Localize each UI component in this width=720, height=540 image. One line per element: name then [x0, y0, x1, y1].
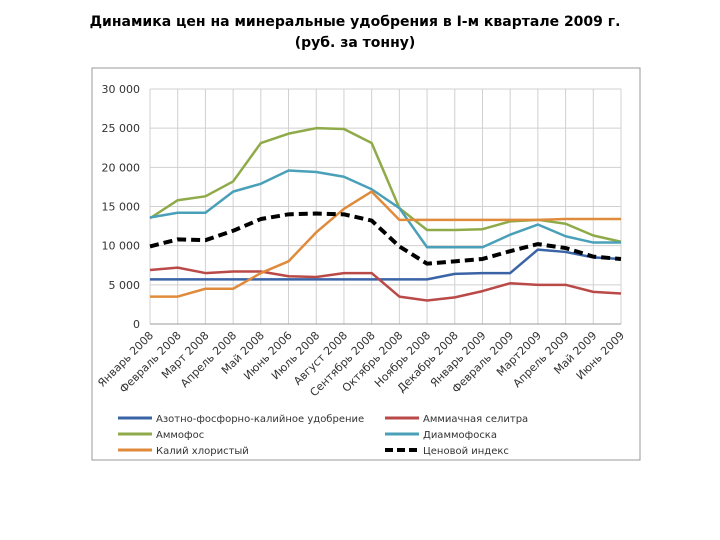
legend-label: Азотно-фосфорно-калийное удобрение — [156, 414, 364, 425]
legend-label: Ценовой индекс — [423, 446, 509, 457]
y-tick-label: 15 000 — [102, 201, 141, 214]
y-tick-label: 5 000 — [109, 279, 141, 292]
y-tick-label: 30 000 — [102, 83, 141, 96]
legend-label: Калий хлористый — [156, 446, 249, 457]
chart-subtitle: (руб. за тонну) — [295, 35, 416, 51]
series-line — [149, 211, 622, 266]
chart-frame — [91, 67, 641, 461]
series-line — [149, 169, 621, 249]
legend-label: Диаммофоска — [423, 430, 497, 441]
y-tick-label: 25 000 — [102, 122, 141, 135]
y-tick-label: 0 — [133, 318, 140, 331]
series-line — [150, 248, 622, 281]
legend-label: Аммофос — [156, 430, 204, 441]
legend-label: Аммиачная селитра — [423, 414, 528, 425]
series-line — [150, 190, 621, 298]
y-tick-label: 10 000 — [102, 240, 141, 253]
series-line — [149, 266, 622, 302]
chart-title: Динамика цен на минеральные удобрения в … — [90, 14, 621, 30]
series-line — [149, 126, 622, 243]
y-tick-label: 20 000 — [102, 161, 141, 174]
